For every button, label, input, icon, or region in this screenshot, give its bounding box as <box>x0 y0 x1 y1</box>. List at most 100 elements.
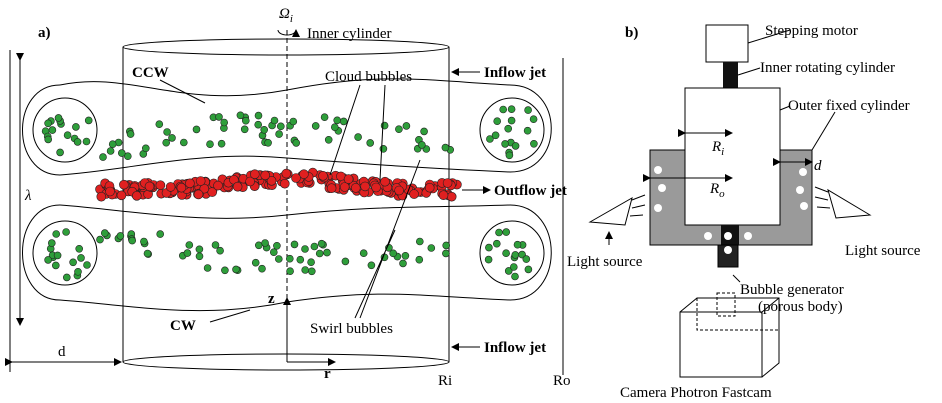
bubble <box>491 131 500 140</box>
bubble <box>51 261 60 270</box>
label: Swirl bubbles <box>310 321 393 337</box>
bubble <box>301 266 310 274</box>
flow-line <box>59 204 511 219</box>
pointer <box>732 274 741 283</box>
bubble <box>301 245 309 253</box>
bubble <box>216 246 224 255</box>
light <box>588 194 646 226</box>
bubble <box>250 169 260 179</box>
label: (porous body) <box>758 299 843 315</box>
bubble <box>116 232 125 240</box>
panel-a: a) Ωi Inner cylinder CCW Inflow jet Clou… <box>5 6 571 389</box>
symbol: Ωi <box>279 6 293 25</box>
bubble <box>499 105 508 114</box>
pointer <box>159 79 206 104</box>
bubble <box>501 140 509 148</box>
bubble <box>242 116 250 125</box>
bubble <box>415 255 424 264</box>
bubble <box>380 176 390 187</box>
bubble <box>350 183 361 193</box>
bubble <box>77 254 85 262</box>
bubble <box>142 144 150 153</box>
bubble <box>185 241 194 249</box>
bubble <box>73 138 82 146</box>
bubble <box>83 261 91 269</box>
bubble <box>317 239 326 248</box>
panel-label: b) <box>625 25 638 41</box>
camera <box>679 292 780 378</box>
label: Inner rotating cylinder <box>760 60 895 76</box>
bubble <box>258 264 266 273</box>
bubble <box>53 251 62 260</box>
bubble <box>493 117 502 125</box>
bubble <box>220 118 228 127</box>
bubble <box>511 272 519 281</box>
bubble <box>360 181 370 192</box>
bubble <box>420 127 428 136</box>
bubble <box>343 174 354 184</box>
bubble <box>162 138 170 147</box>
bubble <box>276 122 285 131</box>
flow-line <box>59 293 511 312</box>
bubble <box>524 106 532 114</box>
pointer <box>779 105 791 111</box>
label: Camera Photron Fastcam <box>620 385 772 401</box>
bubble <box>206 140 214 148</box>
bubble <box>165 182 176 192</box>
bubble <box>320 113 329 121</box>
label: Stepping motor <box>765 23 858 39</box>
bubble <box>409 189 419 199</box>
bubble <box>240 125 249 134</box>
bubble <box>101 229 109 237</box>
bubble <box>211 241 220 249</box>
bubble <box>96 235 104 244</box>
bubble <box>296 255 305 264</box>
bubble <box>124 152 132 160</box>
label: Outer fixed cylinder <box>788 98 910 114</box>
bubble <box>274 255 283 263</box>
bubble <box>193 189 204 200</box>
inner-cylinder <box>684 87 781 226</box>
bubble <box>183 249 192 257</box>
label: Light source <box>567 254 643 270</box>
bubble <box>311 122 320 130</box>
vortex <box>32 97 98 163</box>
bubble <box>275 130 283 138</box>
bubble <box>156 230 164 238</box>
bubble <box>522 255 531 263</box>
panel-label: a) <box>38 25 51 41</box>
bubble <box>199 183 210 194</box>
bubble <box>260 126 269 134</box>
bubble <box>292 139 301 147</box>
bubble <box>56 148 64 157</box>
bubble <box>307 258 315 267</box>
bubble <box>44 135 53 144</box>
label: Light source <box>845 243 921 259</box>
label: Ro <box>553 373 571 389</box>
bubble <box>485 243 493 252</box>
bubble <box>116 190 127 201</box>
bubble <box>513 240 522 249</box>
bubble <box>441 143 450 152</box>
bubble <box>261 239 269 247</box>
bubble <box>195 245 204 254</box>
bubbles <box>41 105 538 282</box>
bubble <box>96 191 107 202</box>
label: Outflow jet <box>494 183 567 199</box>
bubble <box>507 105 516 113</box>
bubble <box>74 267 82 276</box>
bubble <box>366 139 375 147</box>
bubble <box>509 263 518 271</box>
vortex <box>22 204 61 301</box>
bubble <box>505 151 514 160</box>
bubble <box>367 261 376 270</box>
bubble <box>82 137 91 146</box>
symbol: λ <box>24 188 32 204</box>
bubble <box>401 252 410 260</box>
bubble <box>507 116 516 125</box>
bubble <box>105 186 115 197</box>
bubble <box>427 244 436 252</box>
bubble <box>106 147 115 155</box>
bubble <box>330 123 339 131</box>
